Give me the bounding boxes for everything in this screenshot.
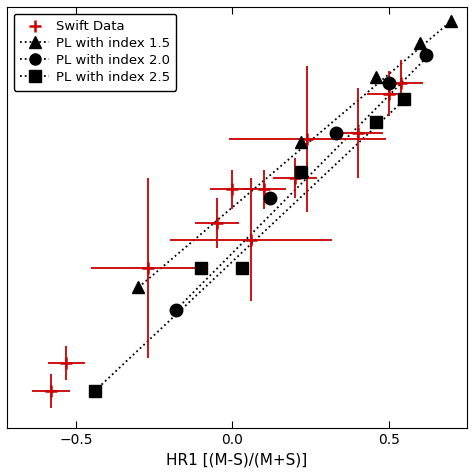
X-axis label: HR1 [(M-S)/(M+S)]: HR1 [(M-S)/(M+S)] [166, 452, 308, 467]
Legend: Swift Data, PL with index 1.5, PL with index 2.0, PL with index 2.5: Swift Data, PL with index 1.5, PL with i… [14, 14, 176, 91]
